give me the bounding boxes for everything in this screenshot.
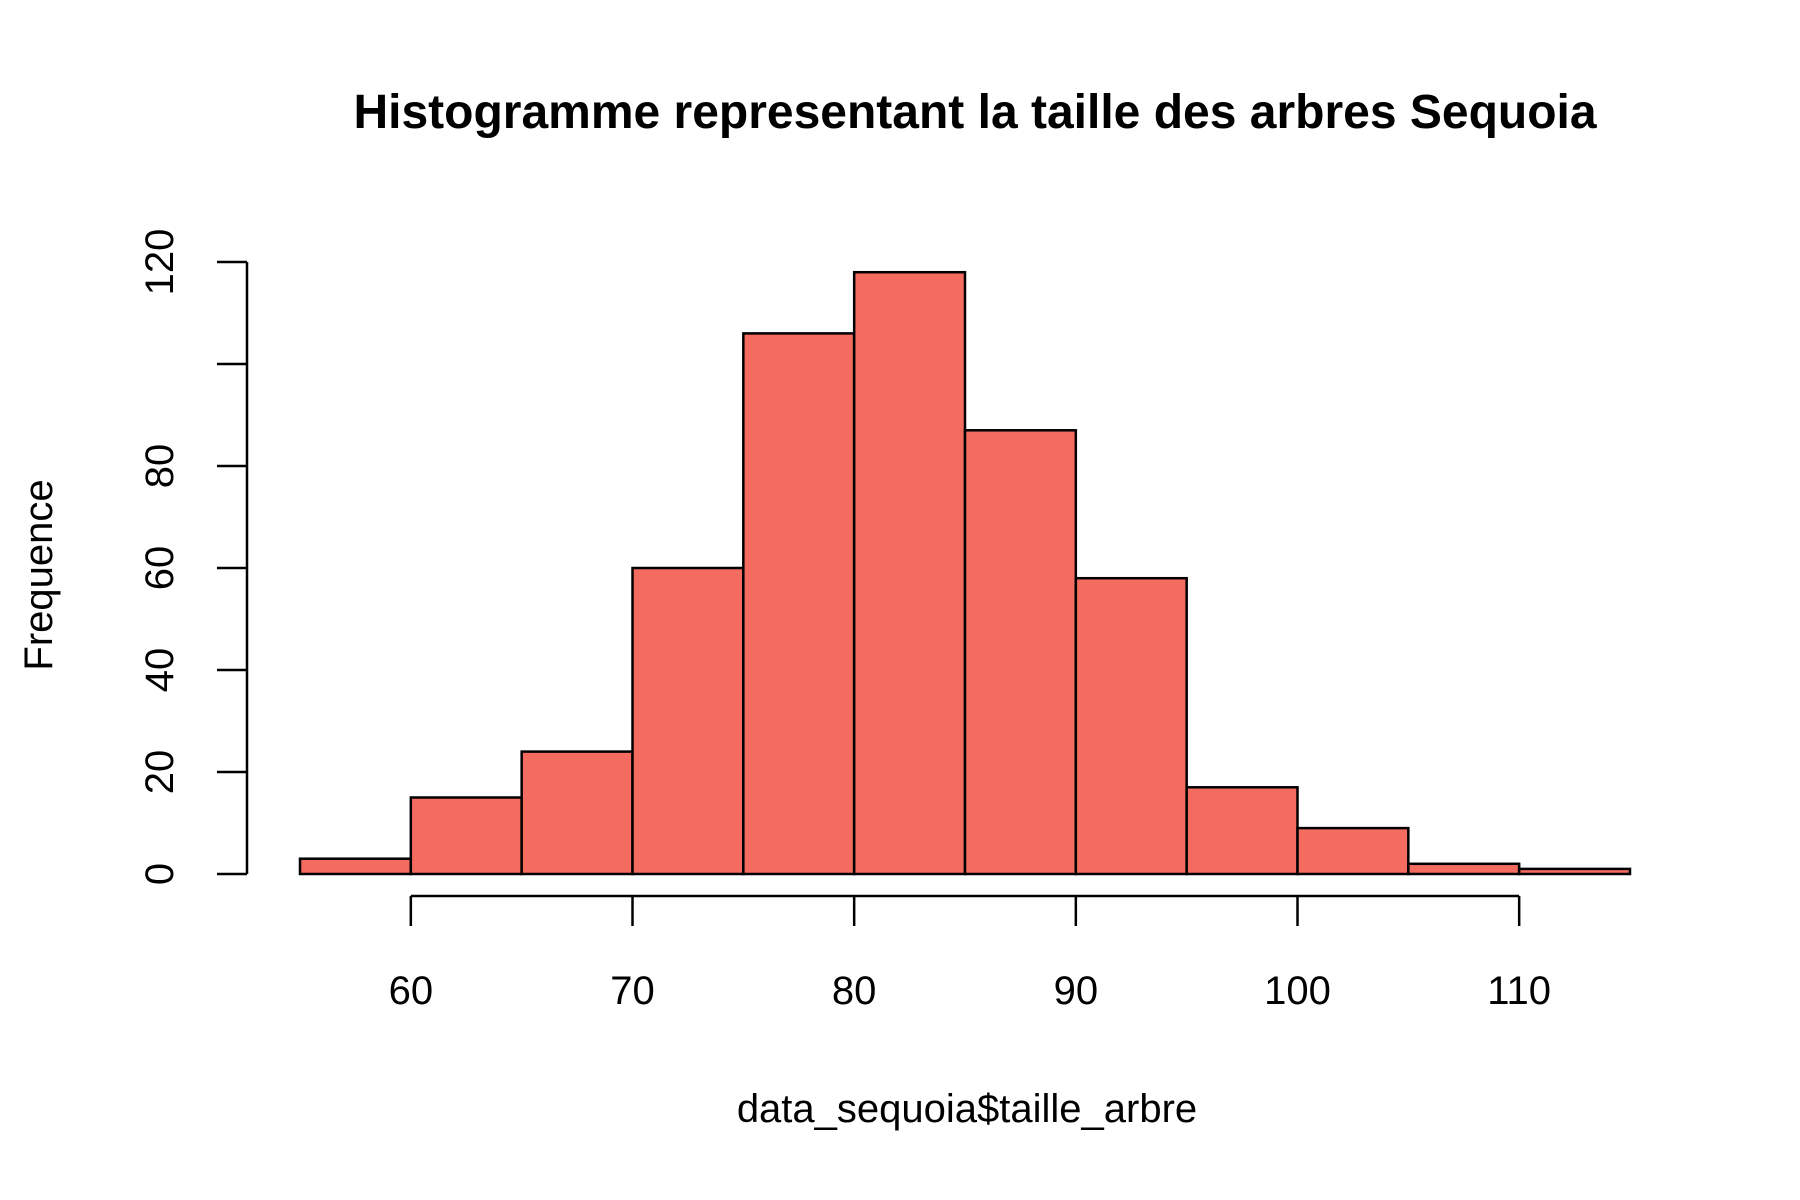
histogram-bar <box>1074 576 1188 876</box>
bars-group <box>298 270 1632 876</box>
x-tick-label: 90 <box>1054 969 1099 1013</box>
y-axis-label: Frequence <box>17 479 61 670</box>
histogram-bar <box>852 270 967 876</box>
histogram-bar <box>631 566 745 876</box>
histogram-bar <box>298 857 413 876</box>
histogram-bar <box>1185 786 1299 876</box>
y-tick-label: 80 <box>138 444 182 489</box>
histogram-bar <box>409 796 523 876</box>
y-axis: 0 20 40 60 80 120 <box>138 229 249 885</box>
histogram-bar <box>520 750 634 876</box>
x-axis-label: data_sequoia$taille_arbre <box>737 1087 1197 1131</box>
y-tick-label: 0 <box>138 863 182 885</box>
x-tick-label: 80 <box>832 969 877 1013</box>
y-tick-label: 60 <box>138 546 182 591</box>
histogram-bar <box>1517 867 1632 876</box>
x-tick-label: 70 <box>610 969 655 1013</box>
histogram-bar <box>1407 862 1521 876</box>
y-tick-label: 40 <box>138 648 182 693</box>
histogram-bar <box>742 332 856 876</box>
x-tick-label: 100 <box>1264 969 1331 1013</box>
histogram-bar <box>1296 826 1410 876</box>
histogram-bar <box>963 429 1078 876</box>
chart-title: Histogramme representant la taille des a… <box>353 86 1596 139</box>
x-tick-label: 110 <box>1487 969 1551 1013</box>
x-axis: 60 70 80 90 100 110 <box>389 894 1551 1013</box>
y-tick-label: 120 <box>138 229 182 296</box>
y-tick-label: 20 <box>138 750 182 795</box>
x-tick-label: 60 <box>389 969 434 1013</box>
